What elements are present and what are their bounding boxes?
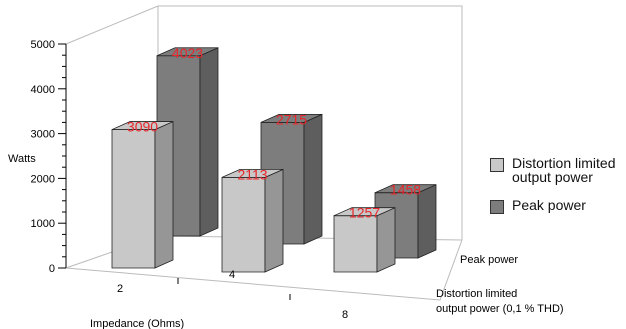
bar-side-face — [199, 47, 219, 237]
bar-top-face — [221, 168, 284, 178]
bar-side-face — [154, 120, 174, 269]
bar-value-label: 1458 — [390, 182, 421, 198]
floor — [65, 239, 463, 301]
bar-front-face — [221, 176, 266, 273]
y-axis-title: Watts — [8, 153, 36, 165]
bar-top-face — [374, 184, 437, 194]
bar-value-label: 4023 — [172, 45, 203, 61]
x-ticks-group: 2 4 8 — [117, 269, 348, 321]
bar-distortion-8: 1257 — [333, 205, 396, 273]
bar-front-face — [333, 215, 378, 273]
y-tick-label: 3000 — [31, 129, 55, 141]
x-tick-label: 8 — [342, 309, 348, 321]
bar-top-face — [333, 207, 396, 217]
legend-item-distortion: Distortion limited output power — [490, 156, 626, 184]
back-wall — [158, 5, 463, 240]
legend-label-distortion: Distortion limited output power — [512, 155, 616, 185]
y-tick-label: 4000 — [31, 84, 55, 96]
legend: Distortion limited output power Peak pow… — [490, 156, 626, 228]
bars-group: 4023 2715 1458 3090 2113 1257 — [111, 45, 437, 273]
bar-distortion-2: 3090 — [111, 119, 174, 269]
y-tick-label: 5000 — [31, 39, 55, 51]
x-axis-title: Impedance (Ohms) — [90, 318, 184, 329]
depth-label-peak: Peak power — [460, 254, 518, 266]
legend-item-peak: Peak power — [490, 198, 626, 214]
bar-top-face — [260, 113, 323, 123]
bar-distortion-4: 2113 — [221, 166, 284, 273]
x-tick-label: 2 — [117, 283, 123, 295]
bar-value-label: 3090 — [127, 119, 158, 135]
y-ticks-group: 0 1000 2000 3000 4000 5000 — [31, 39, 67, 275]
bar-value-label: 2113 — [237, 166, 267, 182]
bar-top-face — [111, 121, 174, 130]
y-tick-label: 0 — [49, 263, 55, 275]
bar-side-face — [264, 168, 284, 273]
legend-swatch-peak — [490, 200, 504, 214]
x-tick-label: 4 — [229, 269, 235, 281]
bar-top-face — [156, 47, 219, 57]
bar-value-label: 2715 — [276, 111, 307, 127]
legend-label-peak: Peak power — [512, 197, 586, 213]
bar-value-label: 1257 — [349, 205, 380, 221]
bar-side-face — [303, 113, 323, 245]
bar-front-face — [111, 129, 156, 269]
y-tick-label: 2000 — [31, 173, 55, 185]
y-tick-label: 1000 — [31, 218, 55, 230]
legend-swatch-distortion — [490, 158, 504, 172]
depth-label-distortion: Distortion limited output power (0,1 % TH… — [436, 288, 564, 315]
